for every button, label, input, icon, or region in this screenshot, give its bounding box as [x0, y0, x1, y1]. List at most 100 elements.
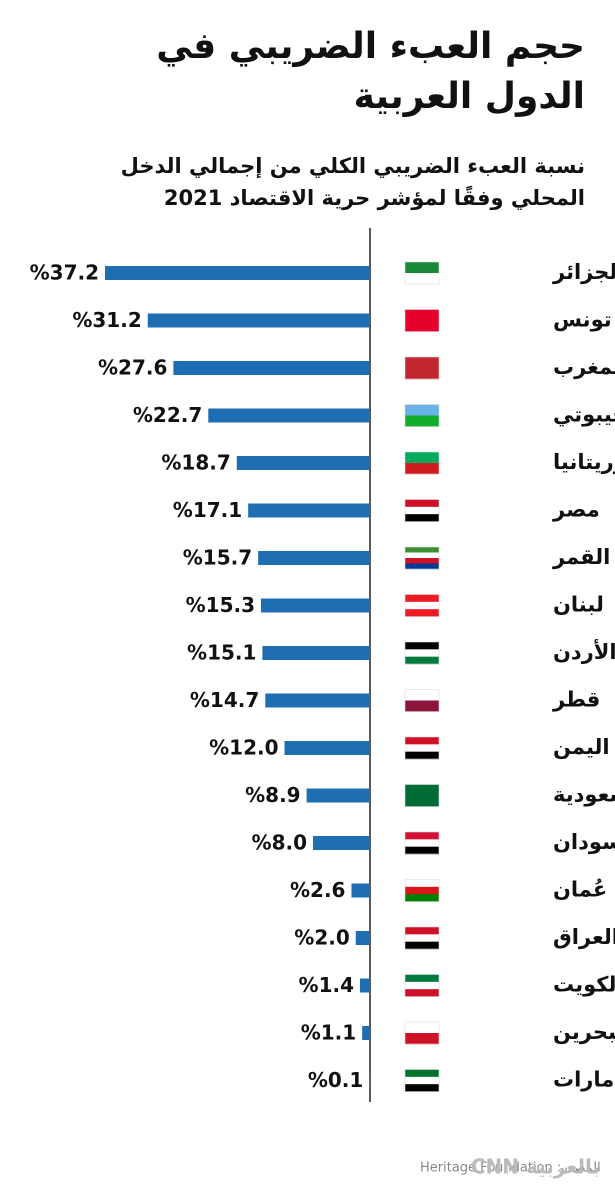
flag-border [404, 404, 440, 427]
flag-stripe [405, 514, 439, 522]
flag-stripe [405, 981, 439, 990]
flag-stripe [405, 404, 439, 416]
flag-border [404, 546, 440, 570]
chart-title: حجم العبء الضريبي في الدول العربية [156, 26, 585, 117]
category-label: لبنان [553, 593, 604, 617]
logo: CNN بالعربية [471, 1155, 600, 1179]
value-label: %2.6 [290, 878, 345, 902]
bar [369, 1073, 370, 1088]
flag-stripe [405, 642, 439, 650]
flag-stripe [405, 832, 439, 840]
category-label: المغرب [553, 355, 615, 379]
flag-stripe [405, 499, 439, 508]
flag-border [404, 879, 440, 902]
flag-stripe [405, 744, 439, 752]
category-label: الجزائر [552, 260, 615, 284]
bar [355, 931, 370, 945]
flag-stripe [405, 547, 439, 553]
category-label: السودان [553, 830, 615, 854]
value-label: %37.2 [30, 261, 99, 285]
bar [351, 883, 370, 898]
category-label: الأردن [553, 638, 615, 664]
value-label: %8.9 [245, 783, 300, 807]
flag-stripe [405, 941, 439, 950]
flag-stripe [405, 737, 439, 745]
flag-stripe [405, 609, 439, 617]
flag-border [404, 1021, 440, 1045]
flag-stripe [405, 1022, 439, 1034]
value-label: %15.7 [183, 546, 252, 570]
bar [105, 266, 370, 280]
category-label: السعودية [553, 783, 615, 807]
bar [208, 408, 370, 423]
flag-border [404, 689, 440, 712]
category-label: تونس [553, 308, 612, 332]
bar [173, 361, 370, 375]
category-label: قطر [552, 688, 600, 712]
value-label: %12.0 [209, 736, 278, 760]
bar [360, 978, 370, 993]
category-label: اليمن [553, 735, 610, 759]
flag-border [404, 356, 440, 380]
value-label: %8.0 [252, 831, 307, 855]
flag-border [404, 784, 440, 807]
flag-stripe [405, 452, 439, 464]
bar [313, 836, 370, 850]
bar [248, 503, 370, 518]
flag-stripe [405, 886, 439, 895]
flag-stripe [405, 563, 439, 570]
flag-border [404, 261, 440, 285]
flag-stripe [405, 1084, 439, 1092]
flag-border [404, 641, 440, 665]
category-label: العراق [553, 925, 615, 949]
flag-stripe [405, 309, 439, 332]
category-label: الإمارات [553, 1068, 615, 1092]
flag-stripe [405, 927, 439, 935]
bar [306, 788, 370, 803]
flag-stripe [405, 784, 439, 807]
flag-stripe [405, 1069, 439, 1078]
flag-border [404, 974, 440, 997]
value-label: %31.2 [72, 308, 141, 332]
bar [262, 646, 370, 660]
flag-stripe [405, 700, 439, 712]
bar [261, 598, 370, 613]
flag-border [404, 594, 440, 617]
flag-stripe [405, 894, 439, 902]
flag-stripe [405, 558, 439, 564]
value-label: %17.1 [173, 498, 242, 522]
value-label: %1.4 [299, 973, 354, 997]
value-label: %15.1 [187, 641, 256, 665]
flag-stripe [405, 415, 439, 427]
flag-stripe [405, 1033, 439, 1045]
flag-border [404, 451, 440, 475]
category-label: مصر [552, 498, 600, 522]
flag-stripe [405, 879, 439, 888]
bar [265, 693, 370, 708]
flag-stripe [405, 649, 439, 657]
flag-stripe [405, 1076, 439, 1085]
flag-border [404, 1069, 440, 1092]
category-label: جيبوتي [553, 403, 615, 427]
flag-stripe [405, 989, 439, 997]
flag-border [404, 309, 440, 332]
flag-stripe [405, 934, 439, 942]
value-label: %2.0 [294, 926, 349, 950]
chart-subtitle: نسبة العبء الضريبي الكلي من إجمالي الدخل… [120, 154, 585, 210]
flag-stripe [405, 689, 439, 701]
flag-border [404, 499, 440, 522]
source: المصدر: Heritage Foundation [420, 1161, 601, 1176]
value-label: %27.6 [98, 356, 167, 380]
bar [362, 1026, 370, 1040]
bar [147, 313, 370, 328]
flag-stripe [405, 974, 439, 983]
flag-stripe [405, 273, 439, 285]
bar [258, 551, 370, 565]
value-label: %22.7 [133, 403, 202, 427]
flag-stripe [405, 839, 439, 847]
flag-stripe [405, 463, 439, 475]
value-label: %15.3 [186, 593, 255, 617]
flag-stripe [405, 751, 439, 760]
flag-stripe [405, 357, 439, 380]
